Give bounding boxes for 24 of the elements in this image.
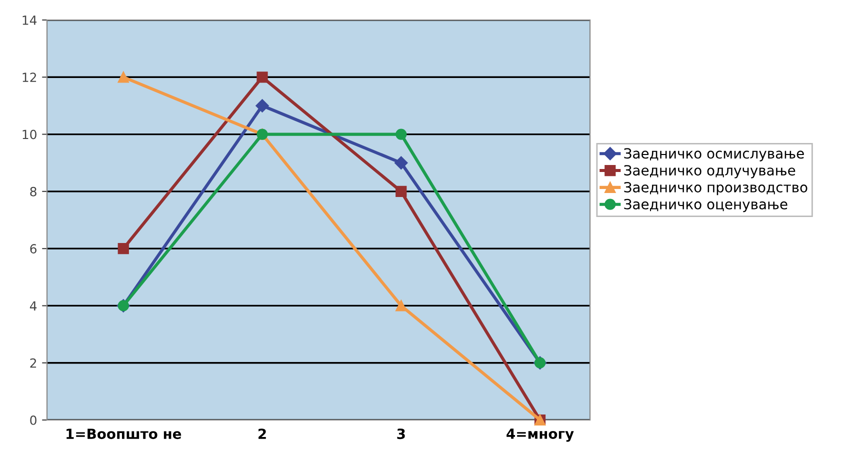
y-tick-label: 2	[30, 358, 36, 368]
y-tick-label: 8	[30, 186, 36, 196]
legend-label: Заедничко одлучување	[624, 165, 796, 178]
point	[394, 156, 408, 170]
y-tick-label: 6	[30, 244, 36, 254]
point	[396, 128, 407, 140]
legend-label: Заедничко производство	[624, 182, 808, 196]
y-tick-label: 14	[22, 16, 37, 25]
legend-label: Заедничко осмислување	[624, 148, 804, 162]
legend-label: Заедничко оценување	[624, 198, 788, 212]
y-tick-label: 10	[22, 130, 36, 140]
x-tick-label: 3	[397, 428, 405, 440]
point	[118, 72, 129, 83]
point	[396, 300, 407, 312]
point	[256, 72, 268, 83]
x-tick-label: 2	[258, 428, 266, 439]
x-tick-label: 1=Воопшто не	[66, 428, 182, 440]
point	[118, 243, 129, 254]
y-tick-label: 12	[22, 72, 36, 82]
y-tick-label: 4	[30, 301, 37, 310]
y-tick-label: 0	[30, 415, 36, 425]
x-tick-label: 4=многу	[506, 428, 574, 442]
point	[396, 186, 407, 197]
point	[256, 99, 269, 112]
